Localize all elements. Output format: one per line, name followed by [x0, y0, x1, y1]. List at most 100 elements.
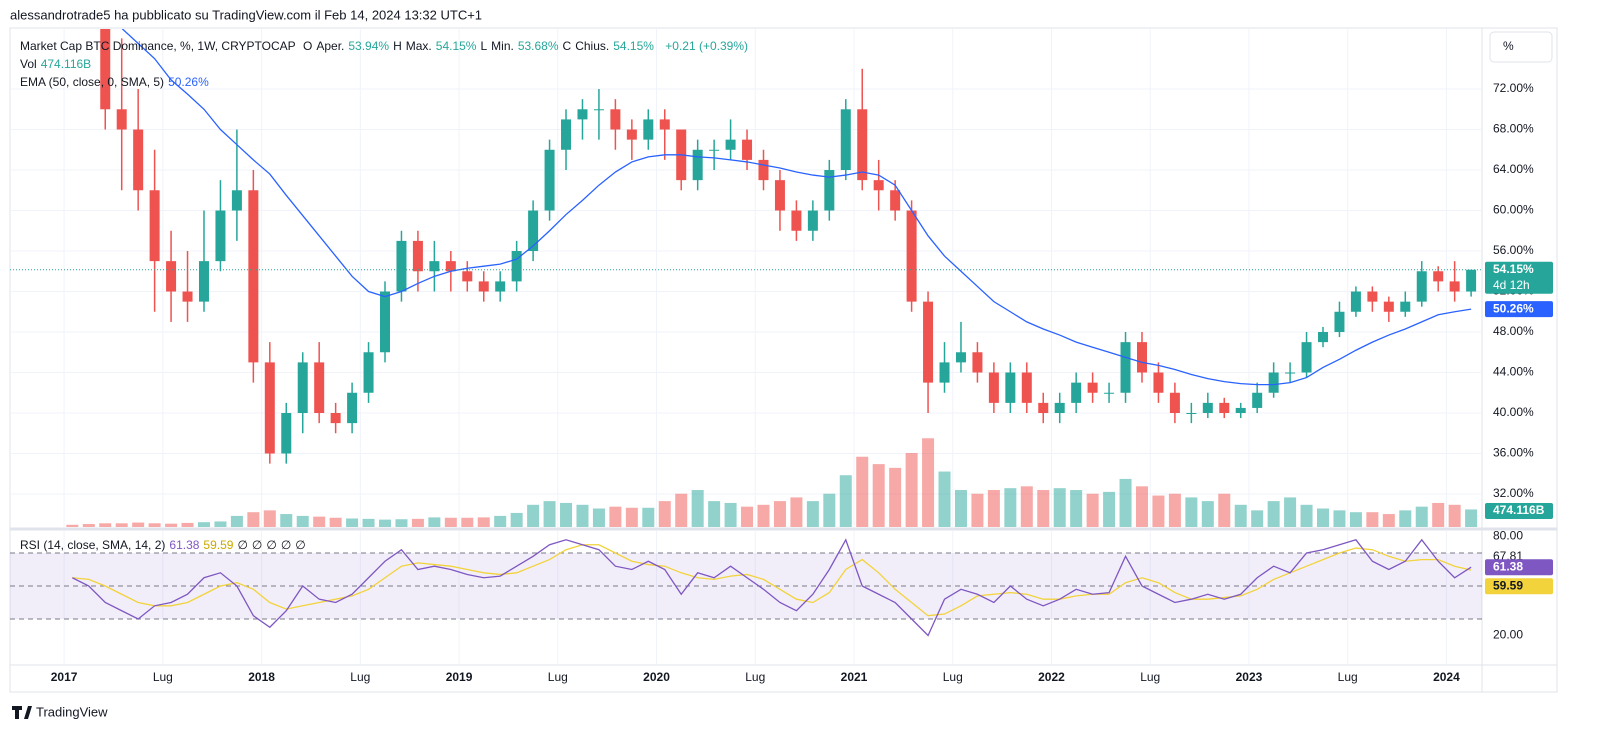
volume-bar	[708, 501, 721, 527]
candle-body	[314, 362, 325, 414]
legend-rsi: RSI (14, close, SMA, 14, 2) 61.38 59.59 ∅ ∅ ∅…	[20, 538, 314, 552]
candle-body	[1136, 342, 1147, 373]
volume-bar	[1185, 497, 1198, 527]
ohlc-name: Chius.	[575, 39, 610, 53]
volume-bar	[444, 517, 457, 527]
volume-bar	[806, 501, 819, 527]
volume-bar	[773, 501, 786, 527]
rsi-ma-badge	[1485, 578, 1553, 595]
candle-body	[1466, 269, 1477, 292]
volume-bar	[1399, 510, 1412, 527]
vol-value: 474.116B	[40, 57, 92, 71]
volume-badge-label: 474.116B	[1493, 503, 1545, 517]
candle-body	[1219, 402, 1230, 414]
volume-bar	[165, 523, 178, 527]
candle-body	[1400, 301, 1411, 312]
empty-value: ∅	[280, 538, 292, 552]
x-tick-label: 2018	[248, 670, 275, 684]
volume-bar	[790, 497, 803, 527]
y-tick-label: 48.00%	[1493, 324, 1534, 338]
volume-bar	[872, 464, 885, 527]
y-tick-label: 56.00%	[1493, 243, 1534, 257]
volume-bar	[823, 493, 836, 527]
candle-body	[1285, 372, 1296, 374]
candle-body	[396, 240, 407, 292]
candle-body	[478, 281, 489, 292]
candle-body	[363, 352, 374, 393]
candle-body	[528, 210, 539, 252]
volume-bar	[1448, 504, 1461, 527]
price-badge-label: 54.15%	[1493, 262, 1534, 276]
candle-body	[824, 170, 835, 211]
legend-main: Market Cap BTC Dominance, %, 1W, CRYPTOC…	[20, 39, 752, 53]
rsi-tick-label: 80.00	[1493, 529, 1523, 543]
candle-body	[1054, 402, 1065, 414]
volume-bar	[461, 517, 474, 527]
rsi-ma-line	[72, 544, 1472, 617]
volume-bar	[922, 438, 935, 527]
legend-vol: Vol 474.116B	[20, 57, 95, 71]
candle-body	[593, 109, 604, 111]
volume-bar	[658, 501, 671, 527]
volume-bar	[1382, 514, 1395, 527]
legend-ema: EMA (50, close, 0, SMA, 5) 50.26%	[20, 75, 213, 89]
volume-bar	[576, 504, 589, 527]
volume-bar	[1037, 490, 1050, 527]
volume-bar	[609, 506, 622, 527]
volume-bar	[1053, 488, 1066, 527]
candle-body	[890, 190, 901, 211]
x-tick-label: 2021	[841, 670, 868, 684]
candle-body	[923, 301, 934, 383]
volume-bar	[560, 502, 573, 527]
chart-frame	[9, 27, 1558, 693]
unit-button[interactable]	[1489, 31, 1553, 63]
change: +0.21 (+0.39%)	[665, 39, 748, 53]
candle-body	[873, 180, 884, 191]
volume-badge	[1485, 503, 1553, 519]
ohlc-name: Min.	[491, 39, 514, 53]
candle-body	[1301, 342, 1312, 373]
unit-button-label[interactable]: %	[1503, 39, 1514, 53]
volume-bar	[280, 514, 293, 527]
y-tick-label: 32.00%	[1493, 486, 1534, 500]
rsi-empty: ∅ ∅ ∅ ∅ ∅	[237, 538, 309, 552]
candle-body	[742, 139, 753, 160]
candle-body	[1169, 392, 1180, 414]
candle-body	[939, 362, 950, 383]
candle-body	[198, 261, 209, 302]
volume-bar	[346, 518, 359, 527]
volume-bar	[510, 512, 523, 527]
volume-bar	[592, 508, 605, 527]
volume-bar	[987, 490, 1000, 527]
candle-body	[1104, 392, 1115, 394]
empty-value: ∅	[295, 538, 306, 552]
candle-body	[1268, 372, 1279, 393]
volume-bar	[329, 517, 342, 527]
candle-body	[330, 413, 341, 424]
ohlc-key: C	[562, 39, 572, 53]
volume-bar	[411, 518, 424, 527]
volume-bar	[1366, 512, 1379, 527]
volume-bar	[971, 493, 984, 527]
candle-body	[412, 240, 423, 272]
candle-body	[988, 372, 999, 403]
ohlc-value: 53.94%	[348, 39, 390, 53]
candle-body	[758, 159, 769, 181]
candle-body	[626, 129, 637, 140]
x-tick-label: Lug	[153, 670, 173, 684]
candle-body	[709, 149, 720, 151]
candle-body	[1153, 372, 1164, 393]
candle-body	[297, 362, 308, 414]
vol-name: Vol	[20, 57, 37, 71]
volume-bar	[230, 515, 243, 527]
x-tick-label: 2022	[1038, 670, 1065, 684]
ohlc-value: 54.15%	[613, 39, 654, 53]
x-tick-label: Lug	[1338, 670, 1358, 684]
rsi-line	[72, 538, 1472, 637]
rsi-value: 61.38	[169, 538, 200, 552]
candle-body	[1318, 332, 1329, 343]
candle-body	[725, 139, 736, 150]
candle-body	[1367, 291, 1378, 302]
volume-bar	[263, 510, 276, 527]
